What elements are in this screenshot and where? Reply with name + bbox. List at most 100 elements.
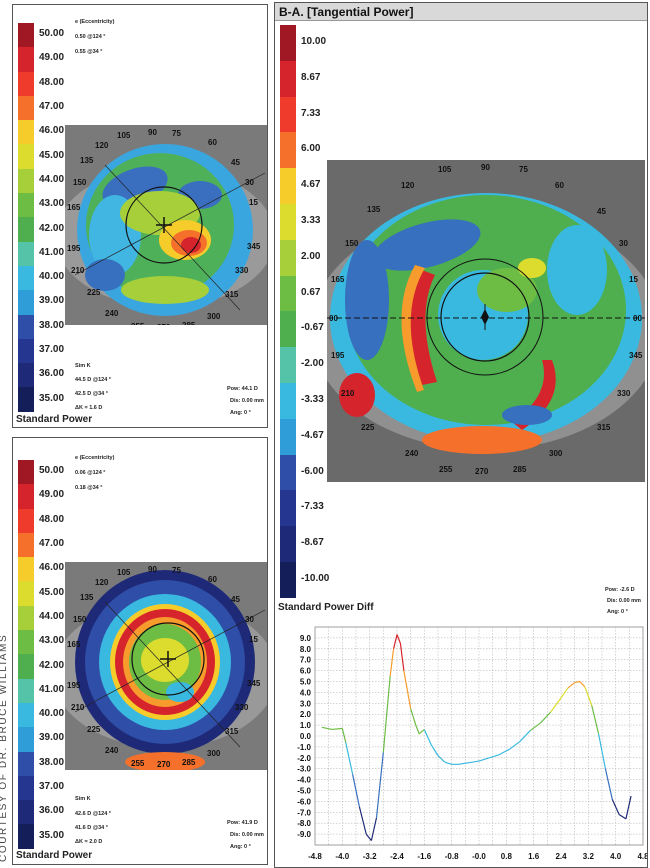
scale-swatch <box>18 630 34 655</box>
scale-label: 50.00 <box>39 465 65 477</box>
degree-label: 30 <box>245 615 254 624</box>
series-segment <box>365 833 372 842</box>
series-segment <box>437 755 446 763</box>
scale-label: 44.00 <box>39 173 65 185</box>
panel-caption: Standard Power <box>16 414 93 425</box>
degree-label: 345 <box>629 351 643 360</box>
series-segment <box>321 726 333 731</box>
series-segment <box>375 752 384 818</box>
scale-label: 40.00 <box>39 708 65 720</box>
scale-label: 38.00 <box>39 319 65 331</box>
degree-label: 285 <box>513 465 527 474</box>
scale-label: 3.33 <box>301 214 321 226</box>
degree-label: 300 <box>549 449 563 458</box>
x-tick-label: 4.0 <box>610 852 622 861</box>
color-scale-bar <box>280 25 296 598</box>
simk-line-2: 41.6 D @34 ° <box>75 825 108 831</box>
scale-label: -7.33 <box>301 501 324 513</box>
scale-label: 35.00 <box>39 392 65 404</box>
degree-labels: 105 90 75 120 60 135 45 150 30 165 15 195 345 210 330 2… <box>331 163 643 476</box>
degree-label: 75 <box>172 566 181 575</box>
y-tick-label: 3.0 <box>300 699 312 708</box>
scale-swatch <box>18 678 34 703</box>
series-segment <box>410 708 417 726</box>
y-tick-label: -2.0 <box>297 754 311 763</box>
simk-delta: ΔK = 2.0 D <box>75 839 103 845</box>
series-segment <box>529 722 541 732</box>
degree-label: 210 <box>71 266 85 275</box>
scale-swatch <box>280 382 296 419</box>
series-segment <box>393 634 398 649</box>
degree-label: 105 <box>438 165 452 174</box>
series-segment <box>430 744 439 756</box>
degree-label: 60 <box>208 575 217 584</box>
scale-label: 37.00 <box>39 781 65 793</box>
scale-swatch <box>18 702 34 728</box>
y-tick-label: -6.0 <box>297 797 311 806</box>
scale-label: 2.00 <box>301 250 321 262</box>
series-segment <box>418 729 425 735</box>
eccentricity-line-2: 0.18 @34 ° <box>75 485 103 491</box>
scale-swatch <box>280 25 296 61</box>
degree-label: 150 <box>73 178 87 187</box>
power-readout: Pow: 44.1 D <box>227 386 258 392</box>
degree-label: 135 <box>80 593 94 602</box>
scale-swatch <box>18 557 34 582</box>
scale-label: 46.00 <box>39 562 65 574</box>
pupil-circle <box>440 272 530 362</box>
scale-label: 36.00 <box>39 368 65 380</box>
series-segment <box>611 798 620 815</box>
scale-swatch <box>18 775 34 801</box>
series-segment <box>465 761 473 764</box>
y-tick-label: 4.0 <box>300 688 312 697</box>
series-segment <box>403 670 412 709</box>
scale-label: -4.67 <box>301 429 324 441</box>
x-tick-label: -0.0 <box>472 852 486 861</box>
pupil-circle <box>131 622 205 696</box>
series-segment <box>550 697 562 713</box>
degree-label: 195 <box>67 244 81 253</box>
distance-readout: Dis: 0.00 mm <box>230 398 264 404</box>
degree-label: 240 <box>105 309 119 318</box>
degree-label: 330 <box>617 389 631 398</box>
y-tick-label: -1.0 <box>297 743 311 752</box>
series-segment <box>597 733 607 769</box>
x-tick-label: 4.8 <box>637 852 647 861</box>
pupil-circle <box>125 186 203 264</box>
scale-label: -2.00 <box>301 358 324 370</box>
y-tick-label: 2.0 <box>300 710 312 719</box>
angle-readout: Ang: 0 ° <box>230 410 251 416</box>
scale-label: 44.00 <box>39 610 65 622</box>
series-segment <box>519 730 531 742</box>
scale-label: -10.00 <box>301 572 330 584</box>
scale-swatch <box>18 95 34 121</box>
degree-label: 270 <box>475 467 489 476</box>
scale-swatch <box>18 654 34 679</box>
scale-swatch <box>18 363 34 388</box>
degree-label: 240 <box>405 449 419 458</box>
simk-line-1: 42.6 D @124 ° <box>75 811 111 817</box>
series-segment <box>560 687 569 699</box>
series-segment <box>444 761 452 765</box>
series-segment <box>618 813 627 820</box>
zero-label-left: 00 <box>329 314 338 323</box>
eccentricity-line-2: 0.55 @34 ° <box>75 49 103 55</box>
diff-orange-arc-left <box>401 265 425 392</box>
scale-swatch <box>280 239 296 276</box>
scale-swatch <box>280 418 296 455</box>
degree-label: 90 <box>148 565 157 574</box>
scale-label: 41.00 <box>39 683 65 695</box>
scale-label: 10.00 <box>301 35 327 47</box>
degree-label: 120 <box>95 141 109 150</box>
side-credit: COURTESY OF DR. BRUCE WILLIAMS <box>0 633 9 862</box>
y-tick-label: 1.0 <box>300 721 312 730</box>
degree-label: 210 <box>71 703 85 712</box>
scale-swatch <box>18 460 34 485</box>
degree-label: 240 <box>105 746 119 755</box>
scale-swatch <box>18 338 34 364</box>
distance-readout: Dis: 0.00 mm <box>607 598 641 604</box>
series-segment <box>489 753 500 759</box>
scale-swatch <box>280 132 296 169</box>
difference-map: 00 00 105 90 75 120 60 135 45 150 30 165 15 195 345 2… <box>327 160 645 482</box>
